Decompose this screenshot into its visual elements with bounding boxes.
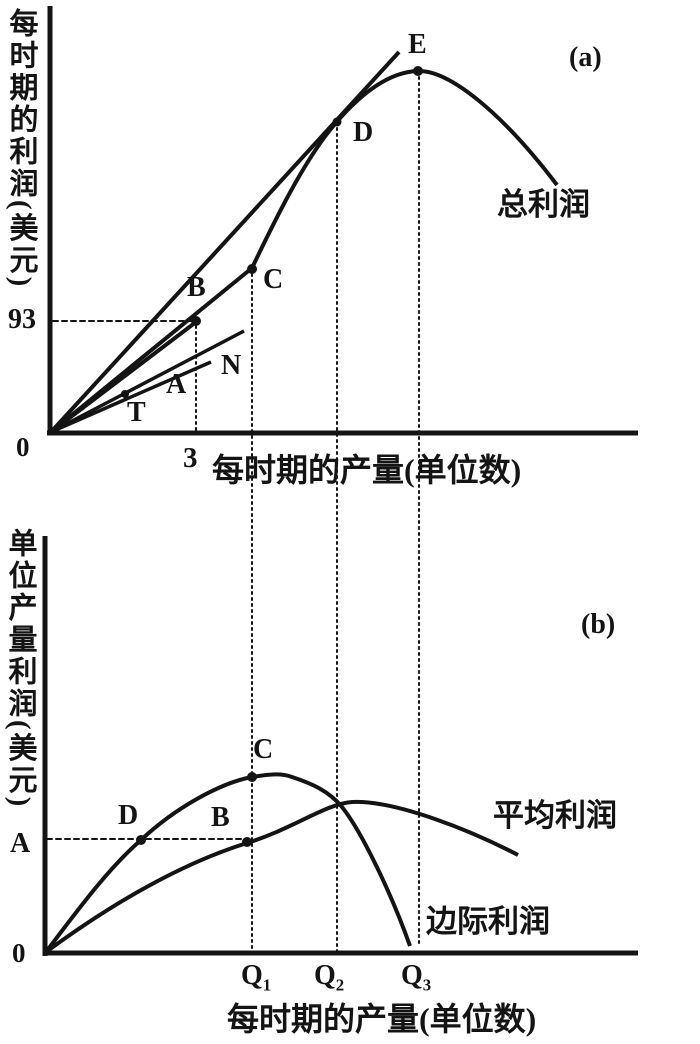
- total-profit-curve-label: 总利润: [497, 187, 590, 222]
- b-marginal-profit-curve: [44, 772, 412, 954]
- marginal-profit-curve-label: 边际利润: [426, 904, 550, 939]
- point-label-n: N: [221, 350, 242, 381]
- x-tick-q3: Q3: [401, 962, 431, 994]
- chart-a-x-axis-label: 每时期的产量(单位数): [212, 452, 522, 488]
- a-point-d: [332, 117, 342, 127]
- point-label-e: E: [408, 29, 427, 60]
- x-tick-q1: Q1: [241, 962, 271, 994]
- x-tick-q2: Q2: [314, 962, 344, 994]
- a-line-t: [50, 360, 212, 434]
- a-chord-0b-line: [49, 320, 198, 434]
- panel-a-label: (a): [569, 42, 602, 73]
- chart-a-y-axis-label: 每时期的利润(美元): [5, 8, 37, 290]
- point-label-a: A: [166, 369, 187, 400]
- x-tick-q2-base: Q: [314, 960, 336, 991]
- a-point-b: [191, 316, 201, 326]
- x-tick-q1-sub: 1: [262, 975, 272, 995]
- chart-b-y-tick-a: A: [10, 828, 31, 859]
- x-tick-q2-sub: 2: [335, 975, 345, 995]
- a-line-n: [50, 329, 245, 434]
- chart-a-origin-label: 0: [16, 432, 30, 462]
- chart-b-origin-label: 0: [12, 938, 26, 968]
- b-point-c: [247, 772, 257, 782]
- point-label-c-b: C: [253, 734, 274, 765]
- point-label-t: T: [127, 397, 146, 428]
- a-point-t: [121, 390, 129, 398]
- x-tick-q1-base: Q: [241, 960, 263, 991]
- point-label-d-b: D: [118, 800, 139, 831]
- point-label-c: C: [263, 264, 284, 295]
- x-tick-q3-base: Q: [401, 960, 423, 991]
- chart-a-y-tick-93: 93: [8, 304, 36, 335]
- a-point-c: [247, 264, 257, 274]
- point-label-b-b: B: [211, 802, 230, 833]
- x-tick-q3-sub: 3: [422, 975, 432, 995]
- chart-b-y-axis-label: 单位产量利润(美元): [4, 528, 36, 810]
- b-average-profit-curve: [44, 799, 519, 954]
- b-point-b: [242, 837, 252, 847]
- a-point-e: [413, 66, 423, 76]
- average-profit-curve-label: 平均利润: [493, 798, 617, 833]
- b-point-d: [136, 835, 146, 845]
- a-total-profit-curve: [250, 68, 559, 269]
- point-label-d: D: [353, 117, 374, 148]
- chart-b-x-axis-label: 每时期的产量(单位数): [227, 1001, 537, 1037]
- panel-b-label: (b): [581, 609, 616, 640]
- chart-a-x-tick-3: 3: [183, 442, 198, 474]
- point-label-b: B: [187, 272, 206, 303]
